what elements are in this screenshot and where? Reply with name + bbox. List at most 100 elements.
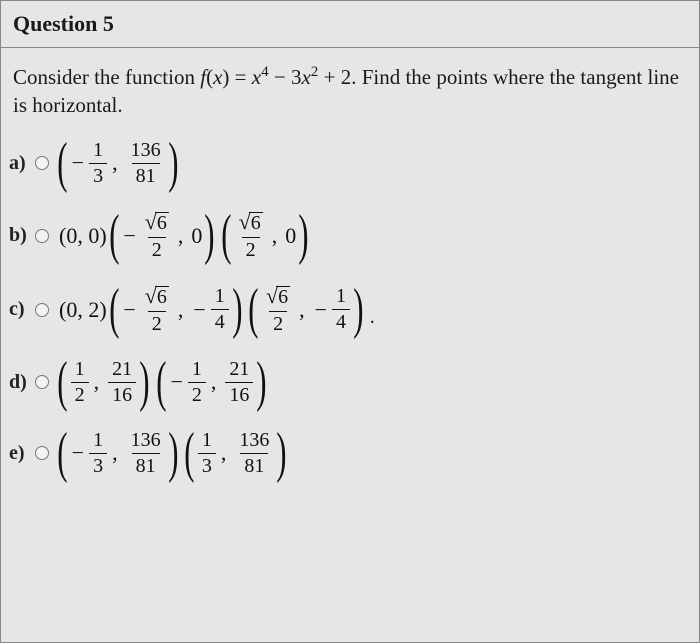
- paren-open-icon: (: [184, 431, 194, 476]
- frac-c-2: 1 4: [211, 286, 229, 333]
- zero: 0: [285, 223, 296, 249]
- prompt-prefix: Consider the function: [13, 65, 200, 89]
- frac-b-1: √ 6 2: [141, 211, 173, 261]
- frac-den: 4: [211, 309, 229, 333]
- frac-num: √ 6: [141, 211, 173, 237]
- frac-num: 1: [211, 286, 229, 309]
- radio-b[interactable]: [35, 229, 49, 243]
- paren-open-icon: (: [109, 287, 119, 332]
- paren-open-icon: (: [57, 141, 67, 186]
- radio-e[interactable]: [35, 446, 49, 460]
- paren-close-icon: ): [139, 360, 149, 405]
- neg-sign: −: [123, 223, 135, 249]
- frac-num: 21: [225, 359, 253, 382]
- frac-den: 2: [148, 237, 166, 261]
- paren-open-icon: (: [57, 431, 67, 476]
- option-b-label: b): [9, 224, 35, 247]
- frac-den: 16: [108, 382, 136, 406]
- frac-e-3: 1 3: [198, 430, 216, 477]
- paren-close-icon: ): [277, 431, 287, 476]
- sqrt-icon: √ 6: [266, 285, 290, 308]
- options-list: a) ( − 1 3 , 136 81 ) b) (0: [1, 130, 699, 477]
- frac-den: 2: [242, 237, 260, 261]
- sqrt-icon: √ 6: [145, 211, 169, 234]
- point-0-2: (0, 2): [59, 297, 107, 323]
- comma: ,: [299, 297, 305, 323]
- paren-close-icon: ): [298, 213, 308, 258]
- paren-close-icon: ): [232, 287, 242, 332]
- option-d-expr: ( 1 2 , 21 16 ) ( − 1 2 ,: [57, 359, 267, 406]
- question-number: Question 5: [13, 11, 114, 36]
- frac-d-4: 21 16: [225, 359, 253, 406]
- radio-a[interactable]: [35, 156, 49, 170]
- term2-x: x: [301, 65, 310, 89]
- neg-sign: −: [193, 297, 205, 323]
- paren-open-icon: (: [57, 360, 67, 405]
- radio-d[interactable]: [35, 375, 49, 389]
- frac-a-1: 1 3: [89, 140, 107, 187]
- paren-open-icon: (: [249, 287, 259, 332]
- comma: ,: [112, 150, 118, 176]
- trailing-dot: .: [370, 306, 375, 329]
- paren-close-icon: ): [168, 431, 178, 476]
- plus-2: + 2: [318, 65, 351, 89]
- option-a[interactable]: a) ( − 1 3 , 136 81 ): [9, 140, 691, 187]
- option-b[interactable]: b) (0, 0) ( − √ 6 2 , 0 ): [9, 211, 691, 261]
- frac-den: 3: [198, 453, 216, 477]
- frac-num: √ 6: [141, 285, 173, 311]
- paren-open-icon: (: [221, 213, 231, 258]
- radical: √: [145, 210, 157, 233]
- comma: ,: [211, 369, 217, 395]
- option-e-expr: ( − 1 3 , 136 81 ) ( 1 3 ,: [57, 430, 287, 477]
- radio-c[interactable]: [35, 303, 49, 317]
- frac-num: 1: [332, 286, 350, 309]
- frac-num: 21: [108, 359, 136, 382]
- zero: 0: [191, 223, 202, 249]
- neg-sign: −: [123, 297, 135, 323]
- term1-x: x: [252, 65, 261, 89]
- option-a-expr: ( − 1 3 , 136 81 ): [57, 140, 178, 187]
- comma: ,: [178, 223, 184, 249]
- neg-sign: −: [170, 369, 182, 395]
- fn-x: x: [213, 65, 222, 89]
- frac-den: 2: [269, 311, 287, 335]
- frac-num: 1: [89, 140, 107, 163]
- radical: √: [145, 284, 157, 307]
- paren-open-icon: (: [109, 213, 119, 258]
- option-c[interactable]: c) (0, 2) ( − √ 6 2 , −: [9, 285, 691, 335]
- frac-den: 3: [89, 163, 107, 187]
- frac-num: 136: [127, 430, 165, 453]
- sqrt-icon: √ 6: [239, 211, 263, 234]
- frac-num: √ 6: [262, 285, 294, 311]
- frac-a-2: 136 81: [127, 140, 165, 187]
- question-prompt: Consider the function f(x) = x4 − 3x2 + …: [1, 48, 699, 130]
- frac-den: 2: [148, 311, 166, 335]
- frac-num: 1: [89, 430, 107, 453]
- frac-c-1: √ 6 2: [141, 285, 173, 335]
- paren-open-icon: (: [156, 360, 166, 405]
- term1-exp: 4: [261, 64, 269, 80]
- point-0-0: (0, 0): [59, 223, 107, 249]
- frac-b-2: √ 6 2: [235, 211, 267, 261]
- option-a-label: a): [9, 152, 35, 175]
- fn-open: (: [206, 65, 213, 89]
- paren-close-icon: ): [353, 287, 363, 332]
- frac-den: 2: [188, 382, 206, 406]
- fn-close-eq: ) =: [222, 65, 251, 89]
- neg-sign: −: [72, 440, 84, 466]
- radical: √: [266, 284, 278, 307]
- comma: ,: [221, 440, 227, 466]
- comma: ,: [112, 440, 118, 466]
- minus-3: − 3: [269, 65, 302, 89]
- option-e[interactable]: e) ( − 1 3 , 136 81 ) ( 1 3: [9, 430, 691, 477]
- frac-c-3: √ 6 2: [262, 285, 294, 335]
- neg-sign: −: [72, 150, 84, 176]
- frac-den: 3: [89, 453, 107, 477]
- question-sheet: Question 5 Consider the function f(x) = …: [0, 0, 700, 643]
- option-d-label: d): [9, 371, 35, 394]
- frac-den: 81: [240, 453, 268, 477]
- option-b-expr: (0, 0) ( − √ 6 2 , 0 ) (: [57, 211, 309, 261]
- frac-d-2: 21 16: [108, 359, 136, 406]
- option-d[interactable]: d) ( 1 2 , 21 16 ) ( − 1 2: [9, 359, 691, 406]
- radical: √: [239, 210, 251, 233]
